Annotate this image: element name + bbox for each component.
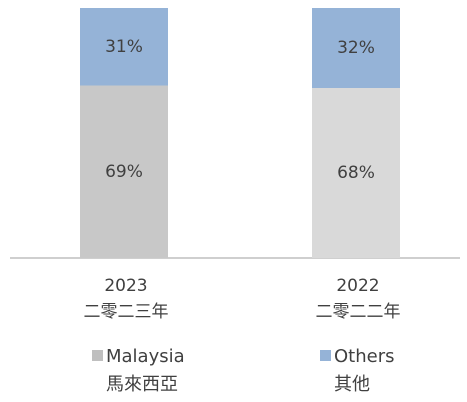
legend-swatch bbox=[320, 350, 331, 361]
x-tick-label: 2022 bbox=[336, 276, 379, 296]
legend-label: Malaysia bbox=[106, 346, 185, 367]
value-label: 32% bbox=[337, 38, 375, 58]
x-tick-label: 二零二三年 bbox=[84, 302, 169, 322]
value-label: 31% bbox=[105, 37, 143, 57]
legend-label: Others bbox=[334, 346, 395, 367]
value-label: 69% bbox=[105, 162, 143, 182]
bar-segment bbox=[312, 8, 400, 88]
legend-label: 馬來西亞 bbox=[106, 374, 178, 395]
x-tick-label: 2023 bbox=[104, 276, 147, 296]
bar-segment bbox=[80, 8, 168, 86]
bar-segment bbox=[80, 85, 168, 258]
legend-swatch bbox=[92, 350, 103, 361]
bar-segment bbox=[312, 88, 400, 258]
legend-label: 其他 bbox=[334, 374, 370, 395]
x-tick-label: 二零二二年 bbox=[316, 302, 401, 322]
value-label: 68% bbox=[337, 163, 375, 183]
